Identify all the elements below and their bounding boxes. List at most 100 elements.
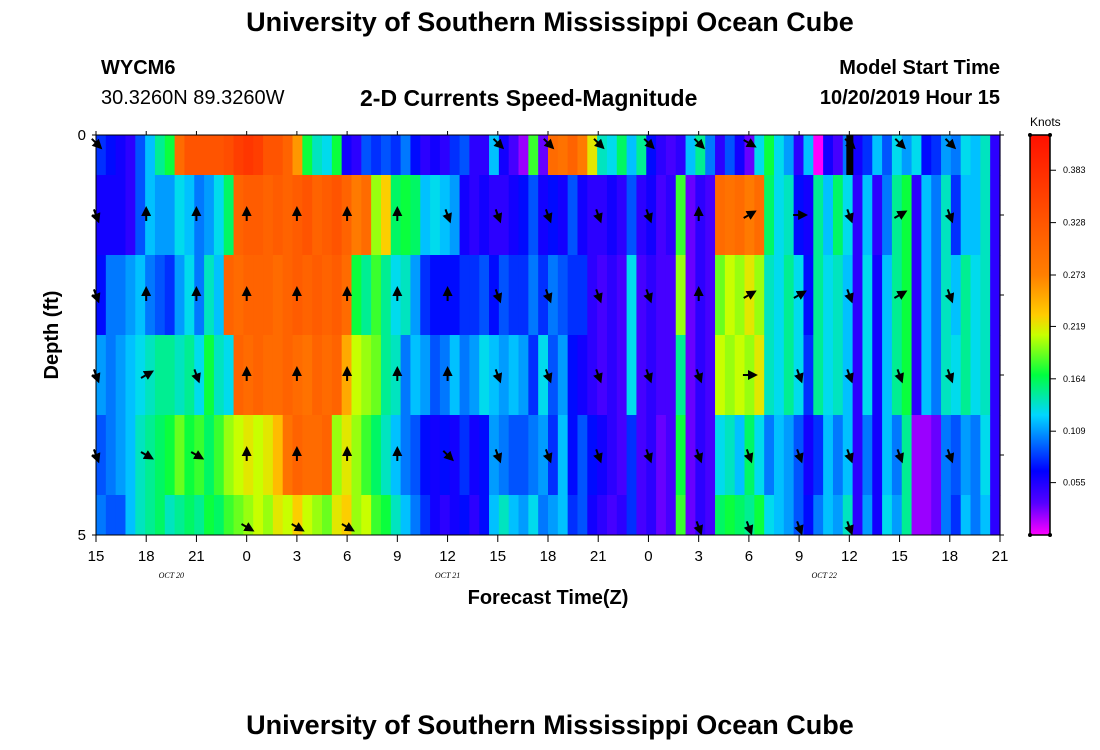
heatmap-cell — [685, 255, 696, 336]
heatmap-cell — [882, 175, 893, 256]
heatmap-cell — [439, 135, 451, 176]
heatmap-cell — [685, 175, 696, 256]
heatmap-cell — [823, 495, 834, 536]
heatmap-cell — [557, 255, 569, 336]
heatmap-cell — [213, 495, 225, 536]
heatmap-cell — [901, 255, 913, 336]
heatmap-cell — [734, 135, 746, 176]
heatmap-cell — [872, 495, 883, 536]
heatmap-cell — [518, 335, 529, 416]
heatmap-cell — [498, 495, 510, 536]
heatmap-cell — [204, 255, 215, 336]
heatmap-cell — [105, 135, 117, 176]
heatmap-cell — [390, 415, 402, 496]
heatmap-cell — [528, 335, 539, 416]
current-arrow — [743, 210, 757, 220]
heatmap-cell — [941, 495, 952, 536]
x-axis-label: Forecast Time(Z) — [468, 587, 629, 609]
current-arrow — [743, 449, 754, 464]
heatmap-cell — [616, 175, 628, 256]
heatmap-cell — [115, 135, 127, 176]
heatmap-cell — [882, 495, 893, 536]
heatmap-cell — [322, 135, 333, 176]
heatmap-cell — [724, 135, 736, 176]
heatmap-cell — [960, 415, 972, 496]
x-tick-label: 18 — [941, 548, 958, 565]
heatmap-cell — [154, 415, 166, 496]
heatmap-cell — [656, 335, 667, 416]
heatmap-cell — [430, 255, 441, 336]
heatmap-cell — [597, 135, 608, 176]
x-tick-label: 6 — [745, 548, 753, 565]
heatmap-cell — [410, 255, 421, 336]
heatmap-cell — [636, 495, 647, 536]
heatmap-cell — [439, 255, 451, 336]
heatmap-cell — [665, 415, 677, 496]
heatmap-cell — [115, 255, 127, 336]
heatmap-cell — [990, 415, 1001, 496]
heatmap-cell — [852, 135, 864, 176]
heatmap-cell — [302, 415, 313, 496]
heatmap-cell — [263, 335, 274, 416]
heatmap-cell — [243, 135, 254, 176]
heatmap-cell — [498, 175, 510, 256]
heatmap-cell — [449, 255, 461, 336]
current-arrow — [844, 369, 854, 384]
heatmap-cell — [194, 495, 205, 536]
heatmap-cell — [842, 335, 854, 416]
heatmap-cell — [263, 415, 274, 496]
heatmap-cell — [911, 415, 922, 496]
colorbar-tick-label: 0.164 — [1063, 374, 1086, 384]
current-arrow — [542, 449, 553, 464]
heatmap-cell — [852, 495, 864, 536]
heatmap-cell — [990, 255, 1001, 336]
date-label: OCT 21 — [435, 571, 460, 580]
heatmap-cell — [587, 175, 598, 256]
heatmap-cell — [420, 415, 431, 496]
heatmap-cell — [705, 175, 716, 256]
heatmap-cell — [783, 175, 795, 256]
colorbar-corner-dot — [1028, 133, 1032, 137]
current-arrow — [643, 138, 655, 150]
current-arrow — [693, 521, 703, 536]
heatmap-cell — [754, 135, 765, 176]
heatmap-cell — [793, 135, 805, 176]
heatmap-cell — [665, 495, 677, 536]
heatmap-cell — [351, 495, 362, 536]
heatmap-cell — [105, 335, 117, 416]
heatmap-cell — [105, 415, 117, 496]
heatmap-cell — [164, 175, 176, 256]
heatmap-cell — [331, 415, 343, 496]
current-arrow — [341, 522, 355, 532]
heatmap-cell — [331, 255, 343, 336]
heatmap-cell — [312, 255, 323, 336]
heatmap-cell — [577, 175, 588, 256]
heatmap-cell — [754, 175, 765, 256]
heatmap-cell — [371, 175, 382, 256]
heatmap-cell — [145, 135, 156, 176]
heatmap-cell — [145, 495, 156, 536]
heatmap-cell — [96, 255, 107, 336]
heatmap-cell — [842, 255, 854, 336]
heatmap-cell — [606, 175, 618, 256]
heatmap-cell — [872, 415, 883, 496]
heatmap-cell — [774, 335, 785, 416]
heatmap-cell — [636, 255, 647, 336]
heatmap-cell — [489, 495, 500, 536]
heatmap-cell — [204, 415, 215, 496]
heatmap-cell — [312, 415, 323, 496]
model-start-value: 10/20/2019 Hour 15 — [819, 87, 1000, 109]
heatmap-cell — [960, 335, 972, 416]
heatmap-cell — [675, 175, 687, 256]
heatmap-cell — [361, 495, 372, 536]
heatmap-cell — [616, 415, 628, 496]
heatmap-cell — [970, 175, 981, 256]
heatmap-cell — [990, 335, 1001, 416]
heatmap-cell — [911, 175, 922, 256]
heatmap-cell — [400, 415, 412, 496]
heatmap-cell — [774, 135, 785, 176]
heatmap-cell — [606, 415, 618, 496]
heatmap-cell — [233, 135, 244, 176]
heatmap-cell — [774, 415, 785, 496]
heatmap-cell — [233, 415, 244, 496]
